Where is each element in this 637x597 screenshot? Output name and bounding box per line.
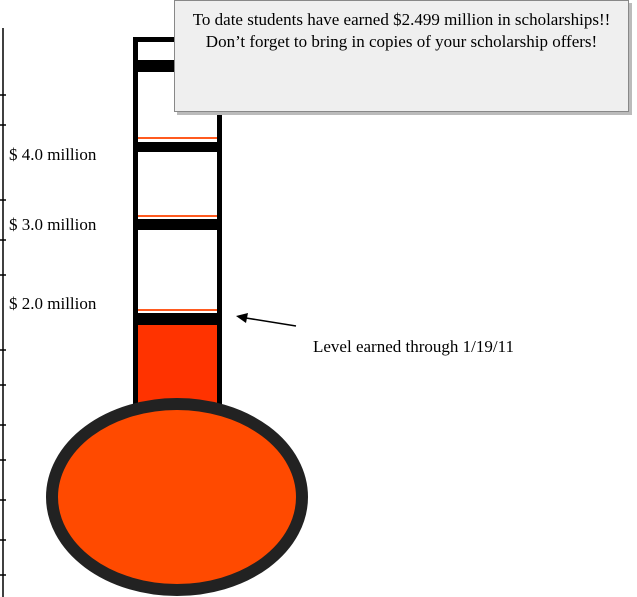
tube-band (138, 309, 217, 311)
page: {"callout": {"text": "To date students h… (0, 0, 637, 597)
tube-band (138, 219, 217, 230)
scale-label: $ 4.0 million (9, 145, 96, 165)
tube-band (138, 137, 217, 139)
scale-label: $ 2.0 million (9, 294, 96, 314)
arrow (236, 313, 296, 326)
tube-band (138, 142, 217, 152)
bulb (52, 404, 302, 590)
tube-band (138, 313, 217, 325)
mercury (138, 325, 217, 410)
left-border (0, 28, 6, 597)
annotation: Level earned through 1/19/11 (313, 337, 514, 357)
tube-band (138, 215, 217, 217)
callout: To date students have earned $2.499 mill… (174, 0, 629, 112)
scale-label: $ 3.0 million (9, 215, 96, 235)
